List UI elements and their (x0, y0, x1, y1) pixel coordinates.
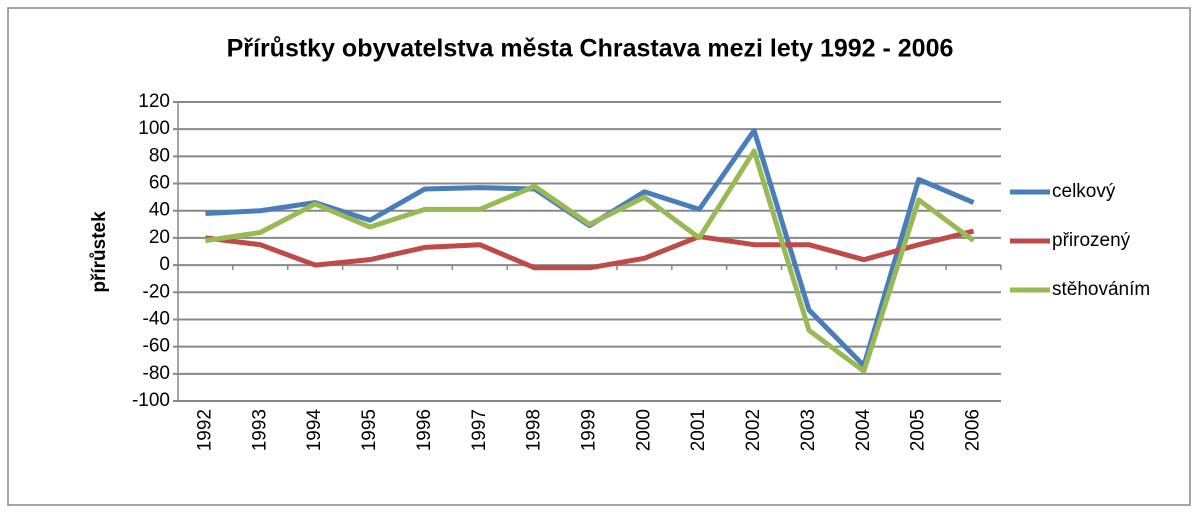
y-tick-label: 60 (149, 173, 170, 194)
x-tick-label: 2004 (853, 409, 874, 452)
x-tick-label: 2006 (963, 409, 984, 451)
x-tick-label: 1999 (579, 409, 600, 451)
y-tick-label: 0 (159, 254, 170, 275)
x-tick-label: 2001 (688, 409, 709, 451)
y-tick-label: 100 (138, 118, 170, 139)
x-tick-label: 1994 (304, 409, 325, 452)
x-tick-label: 1993 (249, 409, 270, 451)
y-tick-label: -100 (132, 390, 170, 411)
chart-border (7, 7, 1191, 506)
x-tick-label: 1996 (414, 409, 435, 451)
chart-title: Přírůstky obyvatelstva města Chrastava m… (227, 35, 954, 63)
x-tick-label: 2003 (798, 409, 819, 451)
y-tick-label: 80 (149, 145, 170, 166)
line-series (205, 228, 975, 271)
x-tick-label: 2002 (743, 409, 764, 451)
y-tick-label: -80 (143, 363, 170, 384)
legend-label: celkový (1052, 181, 1116, 202)
y-tick-label: 120 (138, 91, 170, 112)
x-tick-label: 1995 (359, 409, 380, 451)
legend-label: přirozený (1052, 230, 1131, 251)
x-tick-label: 1992 (194, 409, 215, 451)
y-tick-label: -20 (143, 281, 170, 302)
x-tick-label: 2005 (908, 409, 929, 451)
y-axis-label: přírůstek (89, 211, 110, 293)
y-tick-label: -60 (143, 336, 170, 357)
line-series (205, 148, 976, 374)
y-tick-label: 40 (149, 200, 170, 221)
x-tick-label: 1997 (469, 409, 490, 451)
y-tick-label: 20 (149, 227, 170, 248)
x-tick-label: 1998 (524, 409, 545, 451)
y-tick-label: -40 (143, 308, 170, 329)
x-tick-label: 2000 (633, 409, 654, 451)
legend-label: stěhováním (1052, 279, 1150, 300)
